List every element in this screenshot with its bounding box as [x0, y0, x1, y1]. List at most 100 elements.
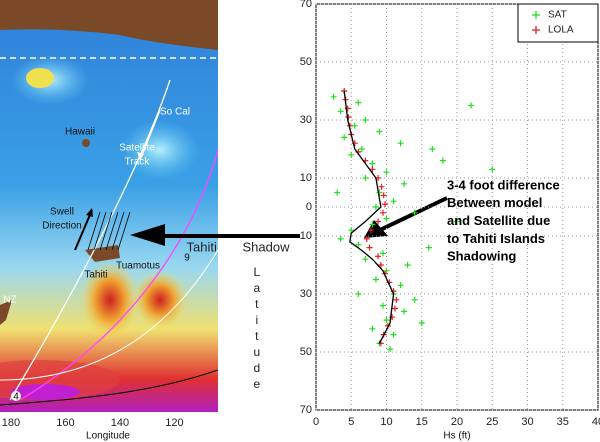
x-tick-label: 25 [486, 416, 498, 428]
legend-marker [532, 11, 540, 19]
map-x-tick-label: 160 [56, 417, 74, 429]
map-label: Track [125, 157, 151, 168]
point [355, 99, 362, 106]
point [377, 262, 384, 268]
point [379, 209, 386, 216]
x-tick-label: 20 [451, 416, 463, 428]
x-tick-label: 5 [348, 416, 354, 428]
x-axis-label: Hs (ft) [443, 431, 470, 442]
point [390, 331, 397, 338]
point [348, 151, 355, 158]
point [334, 189, 341, 196]
point [383, 215, 390, 222]
y-tick-label: 10 [300, 230, 312, 242]
legend-box [517, 3, 599, 43]
point [454, 218, 460, 225]
point [401, 308, 408, 315]
y-tick-label: 30 [300, 288, 312, 300]
map-x-tick-label: 120 [165, 417, 183, 429]
point [383, 169, 390, 176]
annotation: Between model [447, 195, 542, 210]
map [0, 0, 218, 412]
shadow-arrow-head [130, 224, 165, 246]
point [362, 117, 369, 123]
annotation: 3-4 foot difference [447, 177, 560, 192]
point [355, 291, 362, 297]
point [375, 218, 382, 225]
x-tick-label: 15 [416, 416, 428, 428]
point [439, 157, 446, 164]
point [378, 183, 385, 190]
point [345, 114, 352, 121]
y-tick-label: 50 [300, 346, 312, 358]
point [397, 282, 404, 289]
y-tick-label: 70 [300, 404, 312, 416]
map-label: Swell [50, 207, 74, 218]
y-tick-label: 50 [300, 56, 312, 68]
annotation: to Tahiti Islands [447, 231, 545, 246]
point [337, 108, 344, 115]
point [397, 140, 404, 147]
point [489, 166, 496, 173]
map-label: So Cal [160, 107, 190, 118]
y-tick-label: 70 [300, 0, 312, 10]
point [337, 235, 344, 242]
shadow-label: Tahiti Shadow [187, 239, 291, 254]
point [369, 325, 376, 332]
map-label: Hawaii [65, 127, 95, 138]
map-label: Tahiti [84, 270, 107, 281]
x-tick-label: 0 [313, 416, 319, 428]
line [343, 90, 395, 344]
point [379, 302, 386, 309]
point [376, 128, 383, 135]
point [355, 241, 362, 248]
legend-label: LOLA [548, 25, 574, 36]
point [330, 93, 337, 100]
legend-label: SAT [548, 10, 567, 21]
point [418, 320, 425, 326]
point [362, 256, 369, 263]
point [411, 296, 418, 303]
annotation-arrow [379, 196, 448, 232]
point [369, 166, 376, 173]
point [382, 201, 389, 208]
point [387, 346, 394, 353]
point [391, 305, 398, 312]
point [363, 235, 370, 242]
point [362, 175, 369, 181]
point [379, 250, 386, 257]
point [383, 317, 390, 324]
point [390, 198, 397, 205]
map-x-label: Longitude [86, 431, 130, 442]
map-x-tick-label: 140 [111, 417, 129, 429]
point [429, 146, 436, 152]
map-label: 9 [184, 253, 190, 264]
point [366, 244, 373, 251]
map-label: Direction [42, 221, 81, 232]
map-label: Tuamotus [116, 261, 160, 272]
y-tick-label: 10 [300, 172, 312, 184]
point [372, 204, 379, 210]
x-tick-label: 40 [592, 416, 600, 428]
point [401, 180, 408, 187]
x-tick-label: 35 [557, 416, 569, 428]
map-label: Satellite [119, 143, 155, 154]
annotation: and Satellite due [447, 213, 550, 228]
y-tick-label: 30 [300, 114, 312, 126]
point [376, 189, 383, 196]
point [380, 192, 387, 199]
point [404, 262, 411, 268]
point [393, 296, 400, 303]
y-tick-label: 0 [306, 201, 312, 213]
y-axis-label: Latitude [250, 265, 264, 393]
point [367, 227, 374, 234]
x-tick-label: 30 [521, 416, 533, 428]
point [372, 276, 379, 283]
map-label: NZ [3, 295, 16, 306]
point [348, 227, 355, 234]
annotation: Shadowing [447, 249, 516, 264]
point [341, 134, 348, 141]
point [369, 160, 376, 167]
point [425, 244, 432, 251]
